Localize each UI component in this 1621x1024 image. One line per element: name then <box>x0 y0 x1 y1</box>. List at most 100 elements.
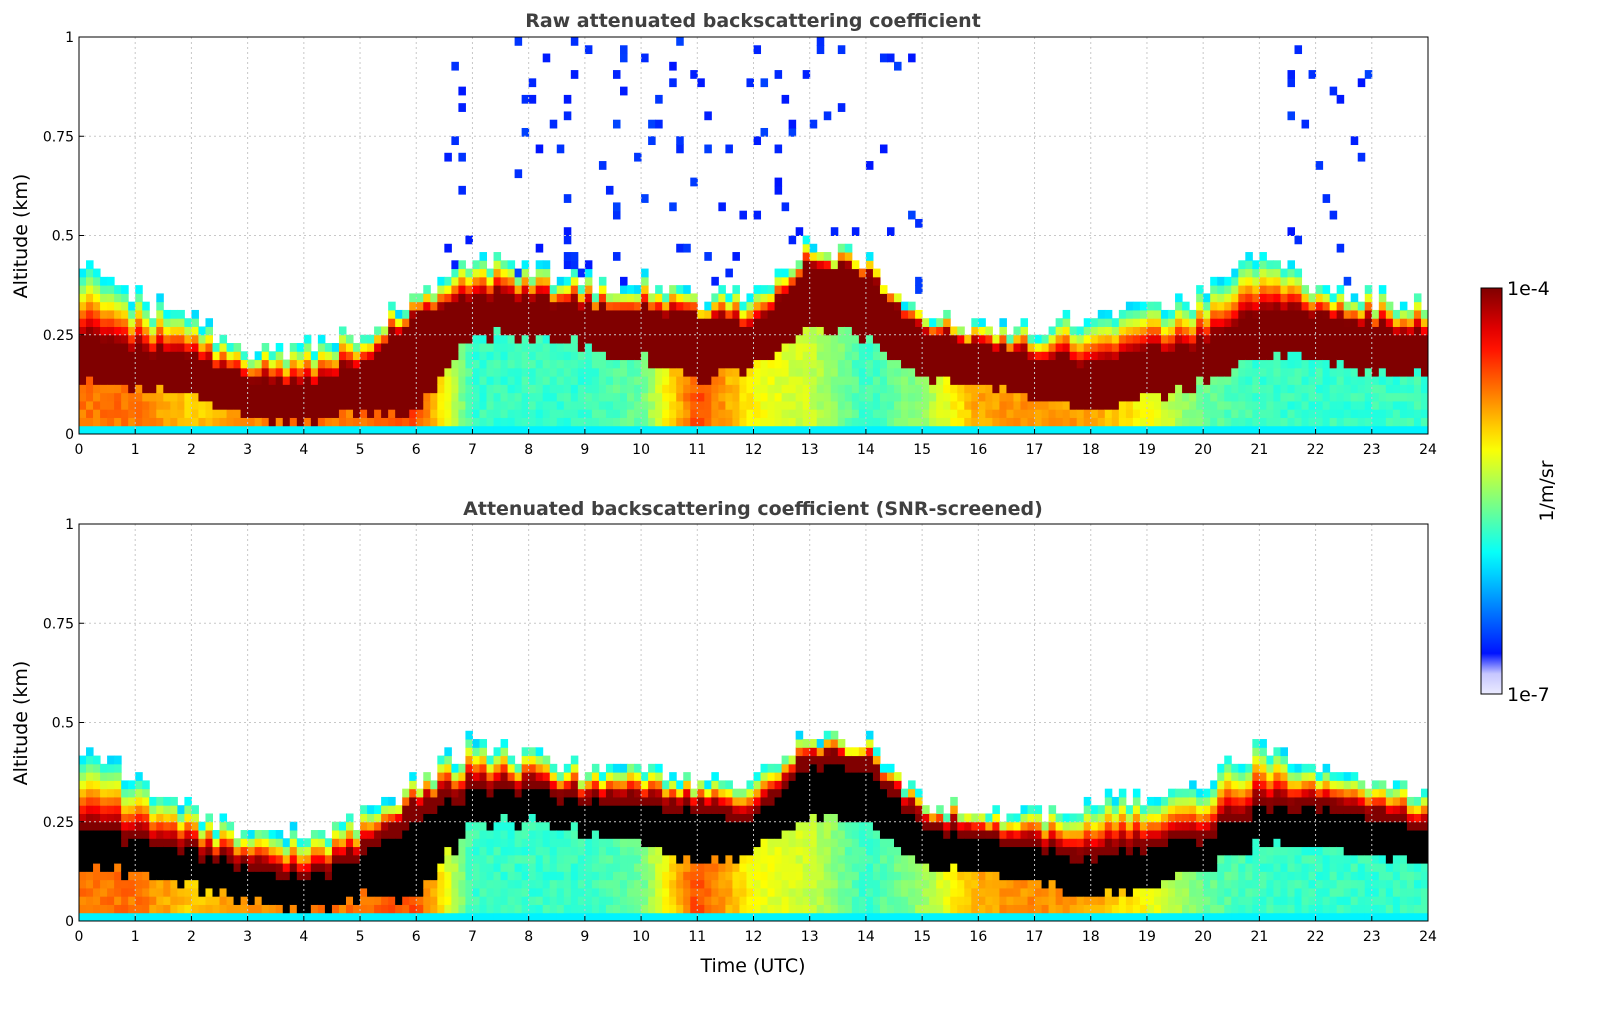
heatmap-cell <box>1098 401 1106 410</box>
heatmap-cell <box>852 393 860 402</box>
heatmap-cell <box>93 269 101 278</box>
heatmap-cell <box>655 904 663 913</box>
heatmap-cell <box>585 813 593 822</box>
heatmap-cell <box>1400 417 1408 426</box>
heatmap-cell <box>395 368 403 377</box>
heatmap-cell <box>458 260 466 269</box>
heatmap-cell <box>395 855 403 864</box>
heatmap-cell <box>922 335 930 344</box>
heatmap-cell <box>269 913 277 922</box>
heatmap-cell <box>683 244 691 253</box>
heatmap-cell <box>522 863 530 872</box>
heatmap-cell <box>205 426 213 435</box>
heatmap-cell <box>346 351 354 360</box>
heatmap-cell <box>437 426 445 435</box>
heatmap-cell <box>929 401 937 410</box>
heatmap-cell <box>142 822 150 831</box>
heatmap-cell <box>212 871 220 880</box>
heatmap-cell <box>395 426 403 435</box>
heatmap-cell <box>564 426 572 435</box>
heatmap-cell <box>529 813 537 822</box>
heatmap-cell <box>227 913 235 922</box>
heatmap-cell <box>557 871 565 880</box>
heatmap-cell <box>121 360 129 369</box>
heatmap-cell <box>908 310 916 319</box>
heatmap-cell <box>985 326 993 335</box>
x-tick-label: 21 <box>1250 442 1268 458</box>
heatmap-cell <box>1133 368 1141 377</box>
heatmap-cell <box>1210 368 1218 377</box>
heatmap-cell <box>1266 426 1274 435</box>
heatmap-cell <box>501 326 509 335</box>
heatmap-cell <box>550 335 558 344</box>
heatmap-cell <box>198 417 206 426</box>
heatmap-cell <box>1112 368 1120 377</box>
heatmap-cell <box>1266 293 1274 302</box>
heatmap-cell <box>1259 302 1267 311</box>
heatmap-cell <box>676 863 684 872</box>
heatmap-cell <box>564 780 572 789</box>
heatmap-cell <box>739 360 747 369</box>
heatmap-cell <box>536 888 544 897</box>
heatmap-cell <box>290 401 298 410</box>
heatmap-cell <box>388 393 396 402</box>
heatmap-cell <box>198 368 206 377</box>
heatmap-cell <box>522 764 530 773</box>
heatmap-cell <box>388 797 396 806</box>
heatmap-cell <box>423 376 431 385</box>
heatmap-cell <box>690 70 698 79</box>
heatmap-cell <box>1309 293 1317 302</box>
heatmap-cell <box>1330 384 1338 393</box>
heatmap-cell <box>732 376 740 385</box>
heatmap-cell <box>487 913 495 922</box>
heatmap-cell <box>543 863 551 872</box>
heatmap-cell <box>255 855 263 864</box>
heatmap-cell <box>423 880 431 889</box>
heatmap-cell <box>782 269 790 278</box>
heatmap-cell <box>887 417 895 426</box>
heatmap-cell <box>79 401 87 410</box>
heatmap-cell <box>1126 368 1134 377</box>
heatmap-cell <box>472 780 480 789</box>
heatmap-cell <box>156 847 164 856</box>
heatmap-cell <box>367 871 375 880</box>
heatmap-cell <box>620 764 628 773</box>
heatmap-cell <box>725 426 733 435</box>
heatmap-cell <box>1035 393 1043 402</box>
heatmap-cell <box>985 335 993 344</box>
heatmap-cell <box>114 384 122 393</box>
heatmap-cell <box>465 789 473 798</box>
heatmap-cell <box>1217 351 1225 360</box>
heatmap-cell <box>704 855 712 864</box>
heatmap-cell <box>416 417 424 426</box>
heatmap-cell <box>669 863 677 872</box>
heatmap-cell <box>1238 351 1246 360</box>
heatmap-cell <box>381 409 389 418</box>
heatmap-cell <box>135 285 143 294</box>
heatmap-cell <box>501 871 509 880</box>
heatmap-cell <box>768 351 776 360</box>
heatmap-cell <box>1245 310 1253 319</box>
heatmap-cell <box>332 343 340 352</box>
heatmap-cell <box>198 863 206 872</box>
heatmap-cell <box>711 376 719 385</box>
heatmap-cell <box>142 326 150 335</box>
heatmap-cell <box>1365 326 1373 335</box>
heatmap-cell <box>198 343 206 352</box>
heatmap-cell <box>536 830 544 839</box>
heatmap-cell <box>501 393 509 402</box>
heatmap-cell <box>1168 326 1176 335</box>
heatmap-cell <box>1295 426 1303 435</box>
heatmap-cell <box>1049 351 1057 360</box>
heatmap-cell <box>451 269 459 278</box>
heatmap-cell <box>1287 326 1295 335</box>
heatmap-cell <box>536 318 544 327</box>
heatmap-cell <box>704 318 712 327</box>
heatmap-cell <box>479 756 487 765</box>
heatmap-cell <box>711 863 719 872</box>
heatmap-cell <box>585 913 593 922</box>
heatmap-cell <box>184 863 192 872</box>
heatmap-cell <box>620 335 628 344</box>
heatmap-cell <box>1168 310 1176 319</box>
heatmap-cell <box>522 360 530 369</box>
